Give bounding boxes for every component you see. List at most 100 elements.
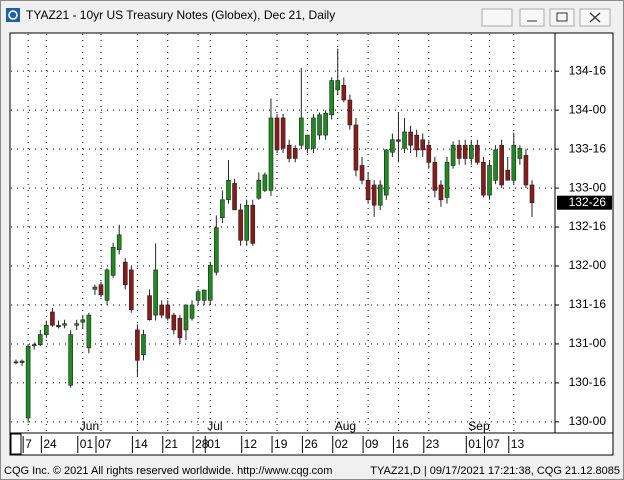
- candle-body: [323, 112, 328, 136]
- last-price-label: 132-26: [569, 195, 607, 209]
- minimize-button[interactable]: [519, 8, 545, 27]
- x-tick-label: 01: [207, 437, 221, 451]
- footer-right: TYAZ21,D | 09/17/2021 17:21:38, CQG 21.1…: [370, 465, 620, 477]
- y-tick-label: 130-16: [569, 375, 607, 389]
- candle-body: [286, 144, 292, 159]
- candle-body: [408, 131, 413, 146]
- candle-body: [365, 179, 371, 201]
- candle-body: [420, 139, 426, 151]
- candle-body: [250, 204, 256, 244]
- candle-body: [165, 304, 171, 319]
- candle-body: [292, 148, 298, 159]
- candle-body: [377, 184, 383, 206]
- candle-body: [426, 144, 432, 163]
- candle-body: [25, 345, 31, 419]
- candle-body: [329, 80, 334, 116]
- candle-body: [104, 269, 110, 301]
- candle-body: [122, 261, 128, 286]
- price-axis: [554, 32, 614, 434]
- x-tick-label: 16: [395, 437, 409, 451]
- x-tick-label: 21: [165, 437, 179, 451]
- candle-body: [444, 162, 450, 198]
- axis-corner: [10, 433, 22, 455]
- footer-left: CQG Inc. © 2021 All rights reserved worl…: [4, 465, 332, 477]
- y-tick-label: 132-00: [569, 258, 607, 272]
- candle-body: [68, 334, 73, 386]
- candle-body: [317, 114, 322, 136]
- maximize-glyph: [556, 12, 568, 22]
- candle-body: [371, 184, 377, 206]
- plot-area: [9, 32, 556, 434]
- candle-body: [299, 117, 304, 146]
- candle-body: [305, 134, 310, 149]
- candle-body: [414, 134, 419, 151]
- candle-body: [280, 117, 286, 149]
- x-tick-label: 12: [244, 437, 258, 451]
- y-tick-label: 131-00: [569, 336, 607, 350]
- x-tick-label: 7: [25, 437, 32, 451]
- candle-body: [432, 162, 438, 191]
- month-label: Sep: [468, 419, 490, 433]
- last-price-box: [557, 195, 612, 210]
- y-tick-label: 133-16: [569, 141, 607, 155]
- candle-body: [529, 184, 535, 203]
- x-tick-label: 26: [304, 437, 318, 451]
- candle-body: [13, 361, 19, 364]
- candle-body: [31, 344, 37, 347]
- candle-body: [171, 314, 177, 331]
- app-icon-glyph: [8, 10, 18, 20]
- candle-body: [177, 317, 183, 339]
- candle-body: [159, 304, 164, 316]
- candle-body: [238, 209, 243, 241]
- month-label: Jul: [207, 419, 222, 433]
- candle-body: [135, 329, 140, 361]
- x-tick-label: 24: [43, 437, 57, 451]
- candle-body: [390, 139, 395, 153]
- candle-body: [311, 117, 316, 149]
- candle-body: [347, 99, 353, 126]
- candle-body: [462, 144, 468, 159]
- candle-body: [359, 165, 365, 181]
- candle-body: [232, 183, 237, 211]
- y-tick-label: 134-00: [569, 102, 607, 116]
- candle-body: [475, 144, 480, 163]
- candle-body: [37, 334, 43, 346]
- candle-body: [402, 131, 407, 149]
- maximize-button[interactable]: [549, 8, 575, 27]
- candle-body: [44, 324, 49, 335]
- candle-body: [195, 291, 201, 301]
- candle-body: [244, 204, 249, 241]
- candle-body: [220, 199, 225, 218]
- candle-body: [487, 165, 492, 196]
- candle-body: [341, 84, 347, 101]
- x-tick-label: 01: [80, 437, 94, 451]
- candle-body: [256, 179, 262, 199]
- candle-body: [468, 144, 474, 159]
- x-tick-label: 02: [335, 437, 349, 451]
- candle-body: [92, 286, 98, 290]
- month-label: Aug: [335, 419, 356, 433]
- window-title: TYAZ21 - 10yr US Treasury Notes (Globex)…: [26, 8, 335, 22]
- candle-body: [335, 80, 341, 91]
- candle-body: [505, 169, 511, 181]
- x-tick-label: 07: [98, 437, 112, 451]
- y-tick-label: 133-00: [569, 180, 607, 194]
- candle-body: [56, 324, 61, 328]
- candle-body: [50, 311, 55, 326]
- candle-body: [493, 149, 498, 181]
- link-button[interactable]: [481, 8, 513, 27]
- month-label: Jun: [80, 419, 99, 433]
- candle-body: [183, 304, 189, 331]
- candle-body: [523, 155, 529, 186]
- candle-body: [116, 234, 122, 250]
- candle-body: [438, 184, 444, 201]
- candle-body: [141, 334, 146, 356]
- candle-body: [80, 319, 86, 323]
- candle-body: [98, 284, 104, 296]
- x-tick-label: 14: [134, 437, 148, 451]
- candle-body: [129, 269, 134, 310]
- candle-body: [201, 289, 207, 301]
- candle-body: [74, 323, 80, 326]
- candle-body: [481, 162, 486, 196]
